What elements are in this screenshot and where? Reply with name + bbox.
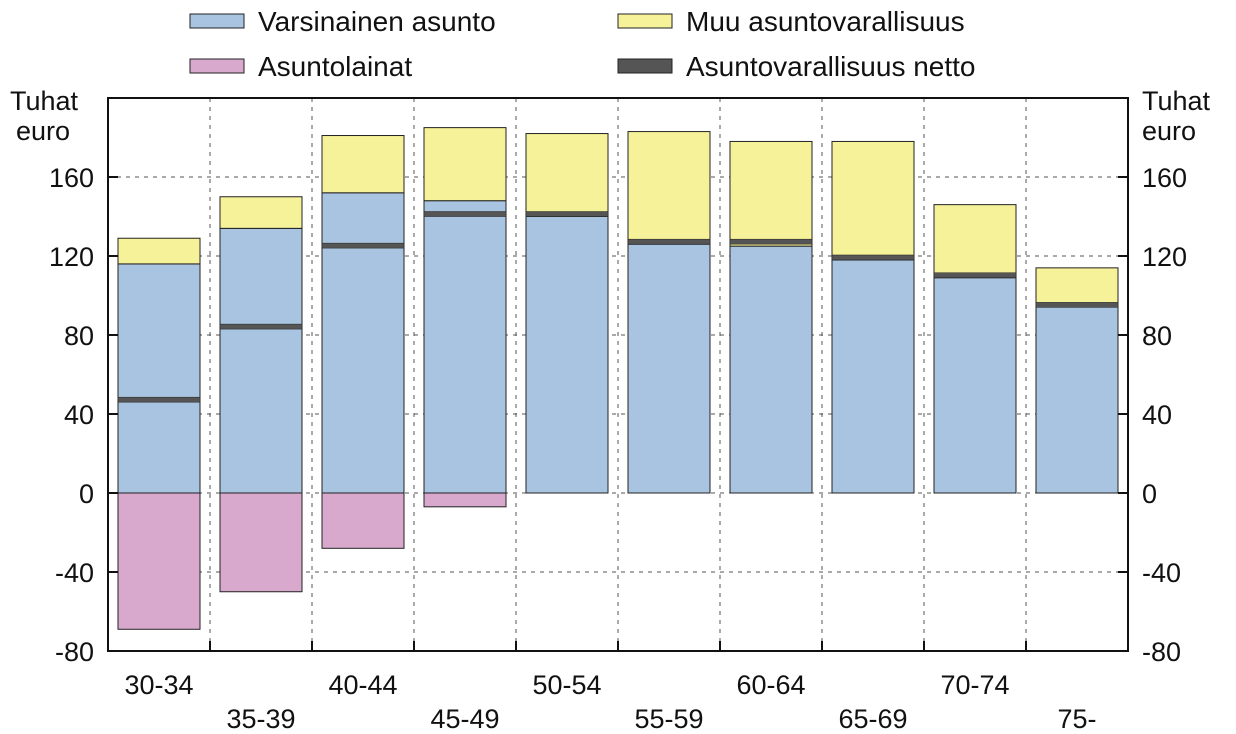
net-marker	[729, 238, 813, 245]
y-tick-label-left: 120	[49, 242, 94, 272]
y-tick-label-right: 80	[1142, 321, 1172, 351]
bar-segment	[729, 245, 813, 494]
y-tick-label-right: 160	[1142, 163, 1187, 193]
left-unit-label-line2: euro	[16, 116, 70, 146]
bar-segment-negative	[219, 492, 303, 593]
bar-segment	[729, 140, 813, 247]
y-tick-label-right: 0	[1142, 479, 1157, 509]
bars-layer	[117, 127, 1119, 630]
y-tick-label-left: 40	[64, 400, 94, 430]
legend-label: Muu asuntovarallisuus	[686, 6, 965, 37]
right-unit-label-line1: Tuhat	[1142, 86, 1211, 116]
y-tick-label-right: 40	[1142, 400, 1172, 430]
bar-segment-negative	[117, 492, 201, 630]
bar-segment	[423, 200, 507, 494]
net-marker	[219, 323, 303, 330]
bar-segment	[117, 263, 201, 494]
x-tick-label: 50-54	[532, 670, 601, 700]
bar-segment	[933, 277, 1017, 494]
net-marker	[525, 211, 609, 217]
legend-label: Asuntolainat	[258, 51, 412, 82]
x-tick-label: 30-34	[124, 670, 193, 700]
y-tick-label-left: -40	[55, 558, 94, 588]
net-marker	[627, 238, 711, 245]
bar-segment-negative	[423, 492, 507, 508]
net-marker	[423, 211, 507, 217]
net-marker	[1035, 302, 1119, 308]
net-marker	[831, 254, 915, 261]
bar-segment	[627, 131, 711, 245]
net-marker	[321, 242, 405, 249]
bar-segment	[525, 133, 609, 217]
x-tick-label: 35-39	[226, 704, 295, 734]
left-unit-label-line1: Tuhat	[10, 86, 79, 116]
x-tick-label: 45-49	[430, 704, 499, 734]
legend-label: Varsinainen asunto	[258, 6, 496, 37]
legend-label: Asuntovarallisuus netto	[686, 51, 976, 82]
x-tick-label: 40-44	[328, 670, 397, 700]
y-tick-label-left: 0	[79, 479, 94, 509]
bar-segment	[219, 196, 303, 229]
ticks-layer: -80 -80 -40 -40 0 0 40 40 80 80 120 120 160 160 30-34 3…	[49, 163, 1187, 734]
legend: Varsinainen asunto Muu asuntovarallisuus A…	[189, 6, 976, 82]
bar-segment-negative	[321, 492, 405, 549]
y-tick-label-right: -80	[1142, 637, 1181, 667]
bar-segment	[831, 259, 915, 494]
legend-swatch	[617, 58, 673, 74]
y-tick-label-left: 160	[49, 163, 94, 193]
y-tick-label-right: -40	[1142, 558, 1181, 588]
bar-segment	[219, 227, 303, 494]
bar-segment	[423, 127, 507, 202]
bar-segment	[321, 192, 405, 494]
bar-segment	[117, 237, 201, 265]
net-marker	[117, 396, 201, 403]
bar-segment	[1035, 267, 1119, 306]
x-tick-label: 75-	[1057, 704, 1096, 734]
bar-segment	[933, 204, 1017, 279]
bar-segment	[321, 135, 405, 194]
bar-segment	[831, 140, 915, 261]
bar-segment	[1035, 304, 1119, 494]
legend-swatch	[189, 58, 245, 74]
y-tick-label-left: -80	[55, 637, 94, 667]
x-tick-label: 60-64	[736, 670, 805, 700]
x-tick-label: 65-69	[838, 704, 907, 734]
y-tick-label-right: 120	[1142, 242, 1187, 272]
legend-swatch	[189, 13, 245, 29]
x-tick-label: 55-59	[634, 704, 703, 734]
right-unit-label-line2: euro	[1142, 116, 1196, 146]
bar-segment	[627, 243, 711, 494]
x-tick-label: 70-74	[940, 670, 1009, 700]
bar-segment	[525, 216, 609, 494]
legend-swatch	[617, 13, 673, 29]
net-marker	[933, 272, 1017, 278]
y-tick-label-left: 80	[64, 321, 94, 351]
